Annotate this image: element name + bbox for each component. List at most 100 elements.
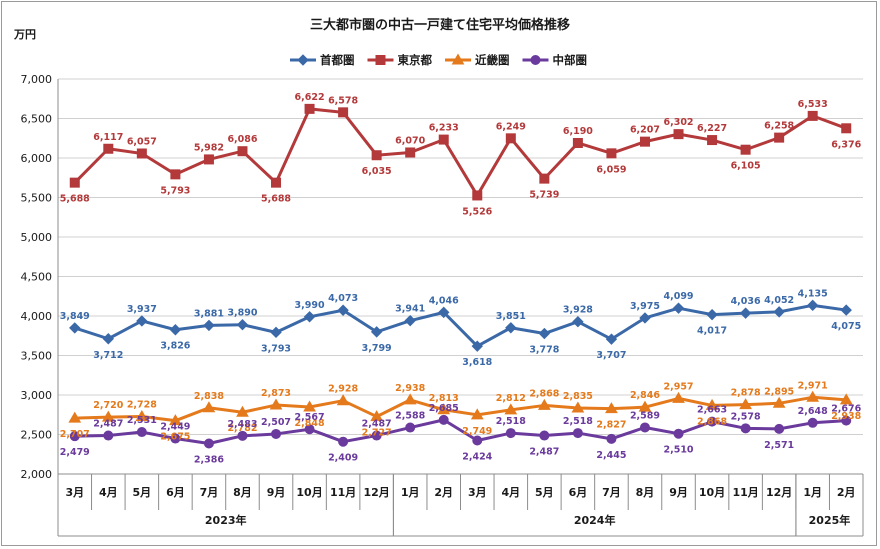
data-point-marker bbox=[505, 133, 516, 144]
data-point-marker bbox=[202, 401, 216, 413]
data-label: 2,848 bbox=[295, 418, 325, 429]
x-tick-label: 12月 bbox=[363, 486, 389, 499]
y-tick-label: 3,500 bbox=[21, 350, 53, 363]
data-point-marker bbox=[673, 428, 684, 439]
data-label: 2,835 bbox=[563, 391, 593, 402]
data-label: 2,424 bbox=[462, 452, 492, 463]
data-label: 6,233 bbox=[429, 123, 459, 134]
series-3 bbox=[69, 414, 852, 449]
data-label: 2,445 bbox=[596, 450, 626, 461]
x-tick-label: 9月 bbox=[669, 486, 688, 499]
legend-item: 近畿圏 bbox=[445, 53, 510, 67]
data-label: 2,812 bbox=[496, 393, 526, 404]
data-point-marker bbox=[271, 428, 282, 439]
data-label: 3,849 bbox=[60, 311, 90, 322]
data-label: 4,017 bbox=[697, 326, 727, 337]
data-point-marker bbox=[375, 55, 386, 65]
data-point-marker bbox=[170, 169, 181, 180]
data-point-marker bbox=[605, 333, 618, 345]
y-tick-label: 5,500 bbox=[21, 192, 53, 205]
data-point-marker bbox=[404, 314, 416, 327]
data-label: 2,720 bbox=[93, 400, 123, 411]
data-point-marker bbox=[271, 177, 282, 188]
data-point-marker bbox=[538, 327, 551, 340]
data-label: 3,975 bbox=[630, 301, 660, 312]
x-tick-label: 11月 bbox=[330, 486, 356, 499]
data-label: 2,838 bbox=[194, 391, 224, 402]
y-tick-label: 7,000 bbox=[21, 73, 53, 86]
data-label: 6,578 bbox=[328, 95, 358, 106]
x-tick-label: 3月 bbox=[65, 486, 84, 499]
data-label: 3,618 bbox=[462, 357, 492, 368]
data-point-marker bbox=[236, 405, 249, 417]
x-tick-label: 6月 bbox=[166, 486, 185, 499]
data-label: 6,057 bbox=[127, 136, 157, 147]
data-point-marker bbox=[505, 428, 516, 439]
data-point-marker bbox=[807, 417, 818, 428]
data-point-marker bbox=[102, 333, 115, 345]
data-point-marker bbox=[707, 416, 718, 427]
data-point-marker bbox=[471, 340, 483, 352]
data-point-marker bbox=[237, 146, 248, 157]
data-point-marker bbox=[705, 398, 719, 410]
year-label: 2024年 bbox=[574, 513, 616, 527]
data-label: 4,073 bbox=[328, 293, 358, 304]
y-tick-label: 4,000 bbox=[21, 310, 53, 323]
legend-label: 東京都 bbox=[398, 53, 433, 67]
x-tick-label: 8月 bbox=[233, 486, 252, 499]
data-point-marker bbox=[706, 308, 718, 321]
data-label: 6,207 bbox=[630, 125, 660, 136]
legend: 首都圏 東京都 近畿圏 中部圏 bbox=[290, 53, 587, 67]
x-tick-label: 4月 bbox=[99, 486, 118, 499]
x-tick-label: 1月 bbox=[401, 486, 420, 499]
legend-label: 近畿圏 bbox=[475, 53, 510, 67]
data-point-marker bbox=[572, 315, 584, 328]
x-tick-label: 12月 bbox=[766, 486, 792, 499]
year-label: 2025年 bbox=[809, 513, 851, 527]
data-label: 2,827 bbox=[596, 420, 626, 431]
x-tick-label: 4月 bbox=[501, 486, 520, 499]
x-tick-label: 5月 bbox=[535, 486, 554, 499]
data-label: 5,688 bbox=[60, 194, 90, 205]
x-tick-label: 5月 bbox=[133, 486, 152, 499]
data-point-marker bbox=[438, 306, 450, 319]
data-point-marker bbox=[370, 410, 384, 422]
series-0 bbox=[69, 299, 852, 352]
data-point-marker bbox=[707, 135, 718, 146]
data-label: 2,578 bbox=[731, 411, 761, 422]
data-point-marker bbox=[673, 129, 684, 140]
y-axis-unit-label: 万円 bbox=[13, 28, 36, 41]
x-tick-label: 9月 bbox=[267, 486, 286, 499]
data-point-marker bbox=[505, 322, 517, 334]
data-label: 4,075 bbox=[831, 321, 861, 332]
data-point-marker bbox=[69, 322, 81, 334]
data-point-marker bbox=[470, 408, 484, 420]
data-label: 2,487 bbox=[93, 419, 123, 430]
data-point-marker bbox=[539, 430, 550, 441]
data-label: 2,571 bbox=[764, 440, 794, 451]
x-tick-label: 7月 bbox=[200, 486, 219, 499]
data-point-marker bbox=[807, 110, 818, 121]
data-point-marker bbox=[403, 393, 417, 405]
data-label: 5,688 bbox=[261, 194, 291, 205]
data-point-marker bbox=[338, 436, 349, 447]
data-point-marker bbox=[672, 391, 685, 403]
series-line bbox=[74, 303, 847, 348]
data-point-marker bbox=[639, 312, 651, 324]
data-point-marker bbox=[841, 123, 852, 134]
data-point-marker bbox=[270, 326, 282, 339]
data-label: 6,302 bbox=[663, 117, 693, 128]
x-tick-label: 2月 bbox=[837, 486, 856, 499]
data-label: 2,868 bbox=[529, 388, 559, 399]
series-layer bbox=[68, 103, 853, 449]
data-label: 2,487 bbox=[362, 419, 392, 430]
x-tick-label: 11月 bbox=[732, 486, 758, 499]
legend-label: 中部圏 bbox=[553, 53, 588, 67]
data-point-marker bbox=[203, 154, 214, 165]
y-tick-label: 4,500 bbox=[21, 271, 53, 284]
data-point-marker bbox=[371, 430, 382, 441]
data-label: 2,675 bbox=[160, 432, 190, 443]
data-label: 2,868 bbox=[697, 416, 727, 427]
